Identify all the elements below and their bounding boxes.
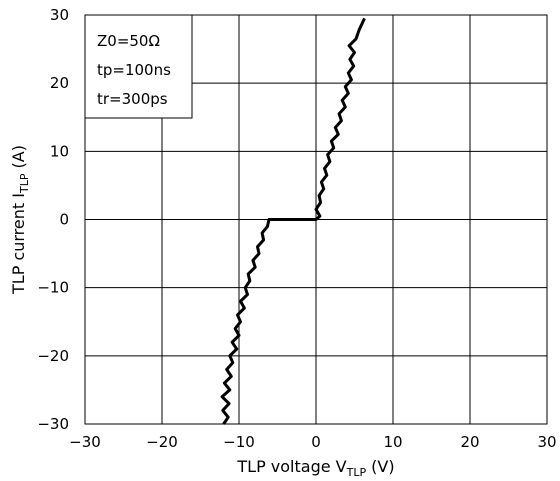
y-axis-title: TLP current ITLP (A) [9, 145, 31, 295]
x-tick-label: −30 [69, 433, 101, 451]
x-tick-label: 30 [537, 433, 556, 451]
y-tick-label: −30 [37, 415, 69, 433]
y-tick-label: 20 [50, 74, 69, 92]
y-tick-label: 0 [59, 211, 69, 229]
y-tick-label: −10 [37, 279, 69, 297]
y-tick-labels: −30 −20 −10 0 10 20 30 [37, 6, 69, 433]
legend-frame [84, 14, 193, 119]
x-tick-label: 20 [460, 433, 479, 451]
y-tick-label: 30 [50, 6, 69, 24]
y-tick-label: 10 [50, 142, 69, 160]
y-axis-title-unit: (A) [9, 145, 28, 174]
series-line-0 [220, 17, 366, 425]
legend-box: Z0=50Ω tp=100ns tr=300ps [84, 14, 193, 119]
plot-frame [84, 14, 548, 425]
x-tick-labels: −30 −20 −10 0 10 20 30 [69, 433, 556, 451]
x-axis-title: TLP voltage VTLP (V) [236, 457, 394, 479]
x-tick-label: 0 [311, 433, 321, 451]
y-tick-label: −20 [37, 347, 69, 365]
legend-line-rise-time: tr=300ps [97, 90, 168, 108]
legend-line-impedance: Z0=50Ω [97, 32, 160, 50]
x-tick-label: 10 [383, 433, 402, 451]
x-axis-title-subscript: TLP [346, 466, 367, 479]
x-axis-title-unit: (V) [366, 457, 395, 476]
x-tick-label: −20 [146, 433, 178, 451]
series-layer [220, 17, 366, 425]
x-tick-label: −10 [223, 433, 255, 451]
y-axis-title-subscript: TLP [18, 173, 31, 194]
x-axis-title-main: TLP voltage V [236, 457, 346, 476]
y-axis-title-main: TLP current I [9, 193, 28, 295]
legend-line-pulse-width: tp=100ns [97, 61, 171, 79]
